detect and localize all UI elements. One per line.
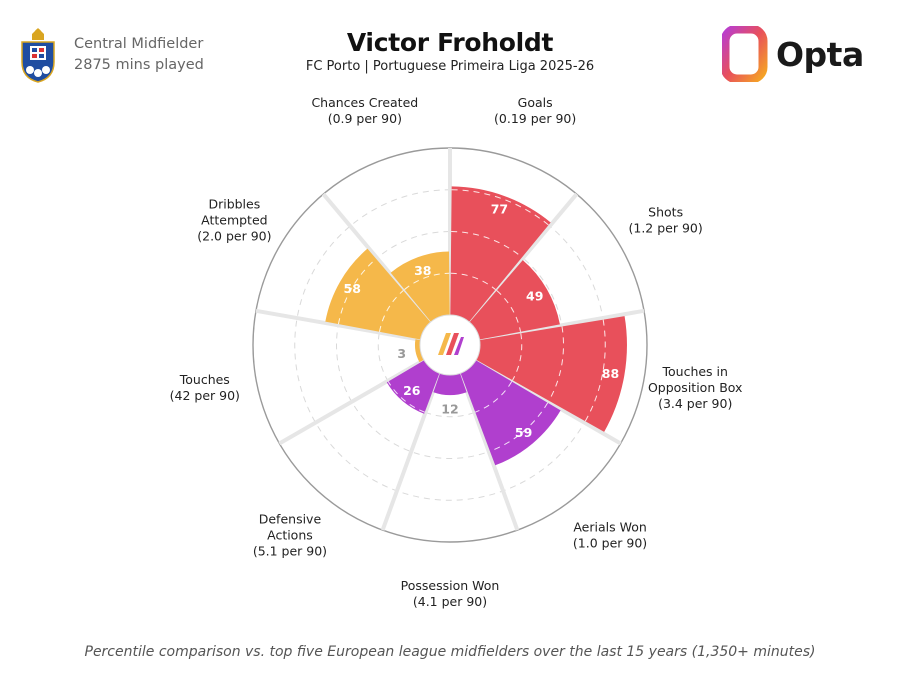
category-label-line: Opposition Box — [648, 380, 743, 395]
spoke — [278, 358, 426, 446]
category-label-line: (1.0 per 90) — [573, 536, 647, 551]
category-label-4: Aerials Won (1.0 per 90) — [573, 520, 647, 551]
bar-grid-ring — [451, 189, 549, 226]
fc-porto-crest-icon — [21, 28, 55, 83]
bar-5 — [433, 373, 467, 396]
chart-grid — [337, 189, 606, 452]
center-mark-1 — [438, 333, 451, 355]
category-label-line: (4.1 per 90) — [413, 594, 487, 609]
category-label-8: Dribbles Attempted (2.0 per 90) — [197, 197, 271, 244]
category-label-line: Possession Won — [401, 578, 500, 593]
value-label-1: 77 — [491, 202, 508, 217]
spoke — [458, 372, 520, 531]
bar-3 — [476, 316, 627, 432]
bar-grid-ring — [387, 381, 425, 413]
chart-bars — [325, 186, 627, 466]
spoke — [380, 372, 442, 531]
center-mark-3 — [454, 337, 464, 355]
center-logo-icon — [419, 314, 481, 376]
opta-logo-icon — [722, 26, 768, 82]
chart-footnote: Percentile comparison vs. top five Europ… — [84, 644, 816, 660]
category-label-6: Defensive Actions (5.1 per 90) — [253, 512, 327, 559]
category-label-line: Actions — [267, 528, 313, 543]
bar-6 — [386, 360, 440, 414]
category-label-line: Touches in — [661, 364, 727, 379]
bar-grid-ring — [548, 326, 564, 401]
chart-value-labels: 77 49 88 59 12 26 3 58 38 — [344, 202, 620, 441]
page-title: Victor Froholdt — [346, 28, 554, 57]
category-label-2: Shots (1.2 per 90) — [629, 205, 703, 236]
bar-1 — [450, 186, 551, 322]
bar-grid-ring — [496, 290, 522, 332]
bar-4 — [460, 360, 561, 466]
bar-grid-ring — [584, 319, 606, 422]
category-label-line: (0.9 per 90) — [328, 111, 402, 126]
bar-8 — [325, 248, 431, 340]
value-label-8: 58 — [344, 281, 361, 296]
value-label-7: 3 — [397, 346, 406, 361]
title-block: Victor Froholdt FC Porto | Portuguese Pr… — [0, 28, 900, 74]
bar-grid-ring — [512, 333, 523, 381]
category-label-line: Shots — [648, 205, 683, 220]
value-label-2: 49 — [526, 289, 543, 304]
category-label-line: Goals — [518, 95, 553, 110]
bar-grid-ring — [475, 381, 513, 413]
category-label-line: Touches — [179, 372, 230, 387]
minutes-played: 2875 mins played — [74, 57, 204, 73]
category-label-line: Aerials Won — [573, 520, 646, 535]
value-label-5: 12 — [441, 402, 458, 417]
category-label-line: Chances Created — [311, 95, 418, 110]
category-label-line: Defensive — [259, 512, 322, 527]
category-label-line: (1.2 per 90) — [629, 221, 703, 236]
value-label-3: 88 — [602, 366, 619, 381]
category-label-line: (3.4 per 90) — [658, 396, 732, 411]
chart-category-labels: Goals (0.19 per 90) Shots (1.2 per 90) Touch… — [170, 95, 743, 609]
value-label-9: 38 — [414, 263, 431, 278]
bar-grid-ring — [489, 402, 549, 452]
player-position: Central Midfielder — [74, 36, 204, 52]
spoke — [467, 192, 579, 324]
opta-brand-text: Opta — [776, 34, 864, 74]
bar-grid-ring — [450, 272, 496, 290]
bar-grid-ring — [337, 258, 377, 325]
category-label-7: Touches (42 per 90) — [170, 372, 240, 403]
page-subtitle: FC Porto | Portuguese Primeira Liga 2025… — [305, 59, 595, 74]
bar-grid-ring — [451, 231, 523, 258]
category-label-line: (5.1 per 90) — [253, 544, 327, 559]
category-label-3: Touches in Opposition Box (3.4 per 90) — [648, 364, 743, 411]
bar-grid-ring — [378, 290, 404, 332]
category-label-line: Dribbles — [208, 197, 260, 212]
player-header: Central Midfielder 2875 mins played — [18, 26, 204, 84]
category-label-1: Goals (0.19 per 90) — [494, 95, 576, 126]
bar-9 — [390, 251, 450, 322]
category-label-line: (0.19 per 90) — [494, 111, 576, 126]
bar-7 — [414, 339, 424, 363]
spoke — [479, 308, 645, 342]
category-label-5: Possession Won (4.1 per 90) — [401, 578, 500, 609]
spoke — [321, 192, 433, 324]
bar-2 — [469, 260, 560, 340]
center-mark-2 — [446, 333, 459, 355]
category-label-line: (2.0 per 90) — [197, 229, 271, 244]
bar-grid-ring — [404, 272, 450, 290]
category-label-9: Chances Created (0.9 per 90) — [311, 95, 418, 126]
value-label-6: 26 — [403, 383, 421, 398]
category-label-line: (42 per 90) — [170, 388, 240, 403]
spoke — [255, 308, 421, 342]
spoke — [474, 358, 622, 446]
category-label-line: Attempted — [201, 213, 267, 228]
opta-logo: Opta — [722, 26, 864, 82]
value-label-4: 59 — [515, 425, 532, 440]
